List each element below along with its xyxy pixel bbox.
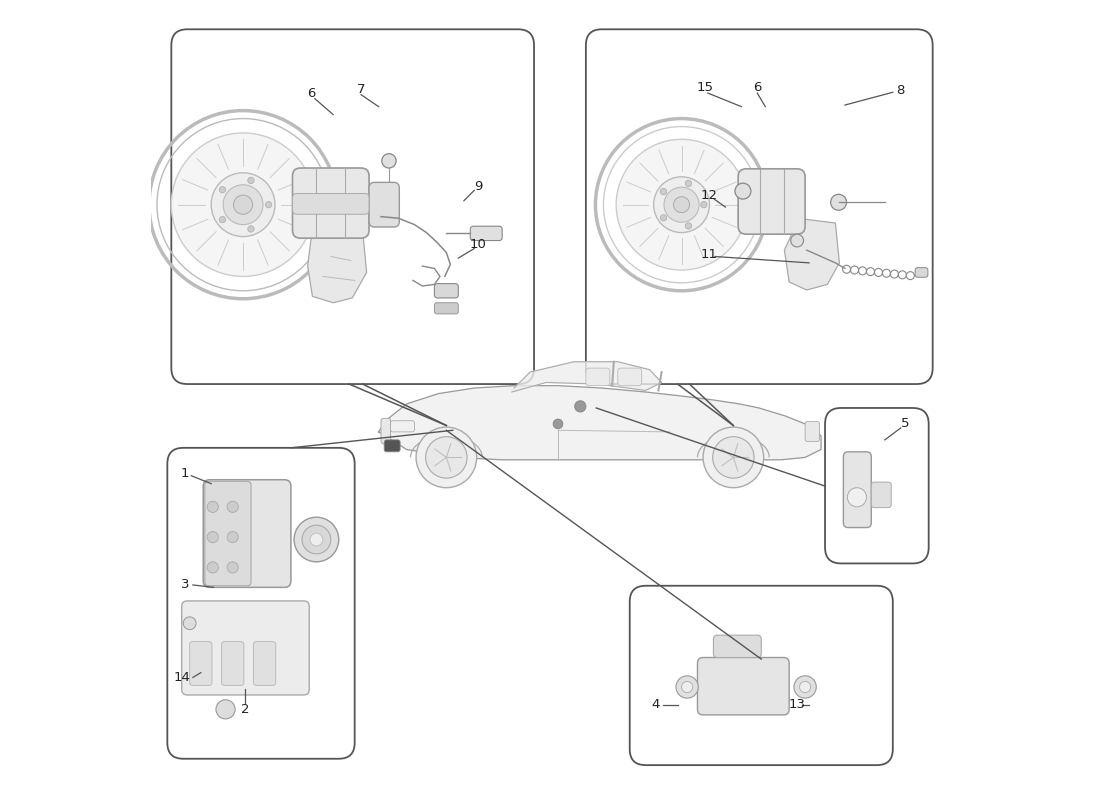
Circle shape [553, 419, 563, 429]
Circle shape [223, 185, 263, 225]
Text: 3: 3 [180, 578, 189, 591]
Circle shape [416, 427, 476, 488]
FancyBboxPatch shape [221, 642, 244, 686]
Circle shape [219, 217, 225, 223]
FancyBboxPatch shape [629, 586, 893, 765]
Text: eurospares: eurospares [216, 590, 331, 627]
Circle shape [685, 222, 692, 229]
Circle shape [302, 525, 331, 554]
Circle shape [574, 401, 586, 412]
FancyBboxPatch shape [205, 482, 251, 586]
FancyBboxPatch shape [204, 480, 290, 587]
Text: 9: 9 [474, 180, 483, 193]
Text: 7: 7 [356, 82, 365, 95]
Circle shape [426, 437, 467, 478]
Circle shape [791, 234, 803, 247]
FancyBboxPatch shape [825, 408, 928, 563]
FancyBboxPatch shape [738, 169, 805, 234]
Circle shape [847, 488, 867, 507]
FancyBboxPatch shape [293, 194, 368, 214]
Circle shape [227, 562, 239, 573]
FancyBboxPatch shape [871, 482, 891, 508]
Polygon shape [308, 226, 366, 302]
Circle shape [216, 700, 235, 719]
Circle shape [713, 437, 755, 478]
Text: 14: 14 [173, 671, 190, 684]
FancyBboxPatch shape [368, 182, 399, 227]
Circle shape [310, 533, 322, 546]
Circle shape [653, 177, 710, 233]
Polygon shape [378, 386, 821, 460]
Text: 6: 6 [754, 81, 761, 94]
Text: 11: 11 [701, 249, 718, 262]
FancyBboxPatch shape [182, 601, 309, 695]
Polygon shape [784, 218, 839, 290]
Circle shape [207, 562, 219, 573]
Circle shape [207, 531, 219, 542]
FancyBboxPatch shape [471, 226, 503, 241]
FancyBboxPatch shape [293, 168, 368, 238]
FancyBboxPatch shape [586, 368, 609, 386]
FancyBboxPatch shape [697, 658, 789, 715]
FancyBboxPatch shape [189, 642, 212, 686]
Circle shape [227, 502, 239, 513]
Polygon shape [512, 362, 661, 392]
FancyBboxPatch shape [253, 642, 276, 686]
Text: 8: 8 [896, 84, 905, 97]
Circle shape [682, 682, 693, 693]
FancyBboxPatch shape [172, 30, 535, 384]
Circle shape [685, 180, 692, 186]
FancyBboxPatch shape [618, 368, 641, 386]
FancyBboxPatch shape [586, 30, 933, 384]
FancyBboxPatch shape [390, 421, 415, 432]
Circle shape [735, 183, 751, 199]
Text: 4: 4 [651, 698, 659, 711]
Text: 1: 1 [180, 467, 189, 480]
Text: 2: 2 [241, 703, 250, 716]
Circle shape [382, 154, 396, 168]
Circle shape [794, 676, 816, 698]
FancyBboxPatch shape [384, 440, 400, 452]
Circle shape [660, 214, 667, 221]
FancyBboxPatch shape [915, 268, 928, 278]
Circle shape [830, 194, 847, 210]
Text: 13: 13 [789, 698, 805, 711]
Circle shape [701, 202, 707, 208]
Text: eurospares: eurospares [629, 686, 745, 723]
FancyBboxPatch shape [434, 284, 459, 298]
Circle shape [703, 427, 763, 488]
Circle shape [676, 676, 698, 698]
Text: 12: 12 [701, 190, 718, 202]
FancyBboxPatch shape [714, 635, 761, 658]
Circle shape [294, 517, 339, 562]
Circle shape [211, 173, 275, 237]
Circle shape [800, 682, 811, 693]
Circle shape [664, 187, 700, 222]
Circle shape [219, 186, 225, 193]
Circle shape [248, 226, 254, 232]
Circle shape [248, 178, 254, 184]
FancyBboxPatch shape [381, 418, 390, 444]
FancyBboxPatch shape [844, 452, 871, 527]
Circle shape [233, 195, 253, 214]
FancyBboxPatch shape [167, 448, 354, 758]
Text: 5: 5 [901, 418, 910, 430]
FancyBboxPatch shape [434, 302, 459, 314]
Circle shape [265, 202, 272, 208]
Circle shape [172, 133, 315, 277]
Circle shape [616, 139, 747, 270]
Text: eurospares: eurospares [629, 183, 745, 221]
FancyBboxPatch shape [805, 422, 820, 442]
Text: eurospares: eurospares [248, 151, 362, 189]
Circle shape [184, 617, 196, 630]
Circle shape [673, 197, 690, 213]
Circle shape [207, 502, 219, 513]
Text: 10: 10 [470, 238, 486, 251]
Circle shape [227, 531, 239, 542]
Text: 15: 15 [697, 81, 714, 94]
Circle shape [660, 188, 667, 194]
Text: 6: 6 [307, 87, 315, 100]
